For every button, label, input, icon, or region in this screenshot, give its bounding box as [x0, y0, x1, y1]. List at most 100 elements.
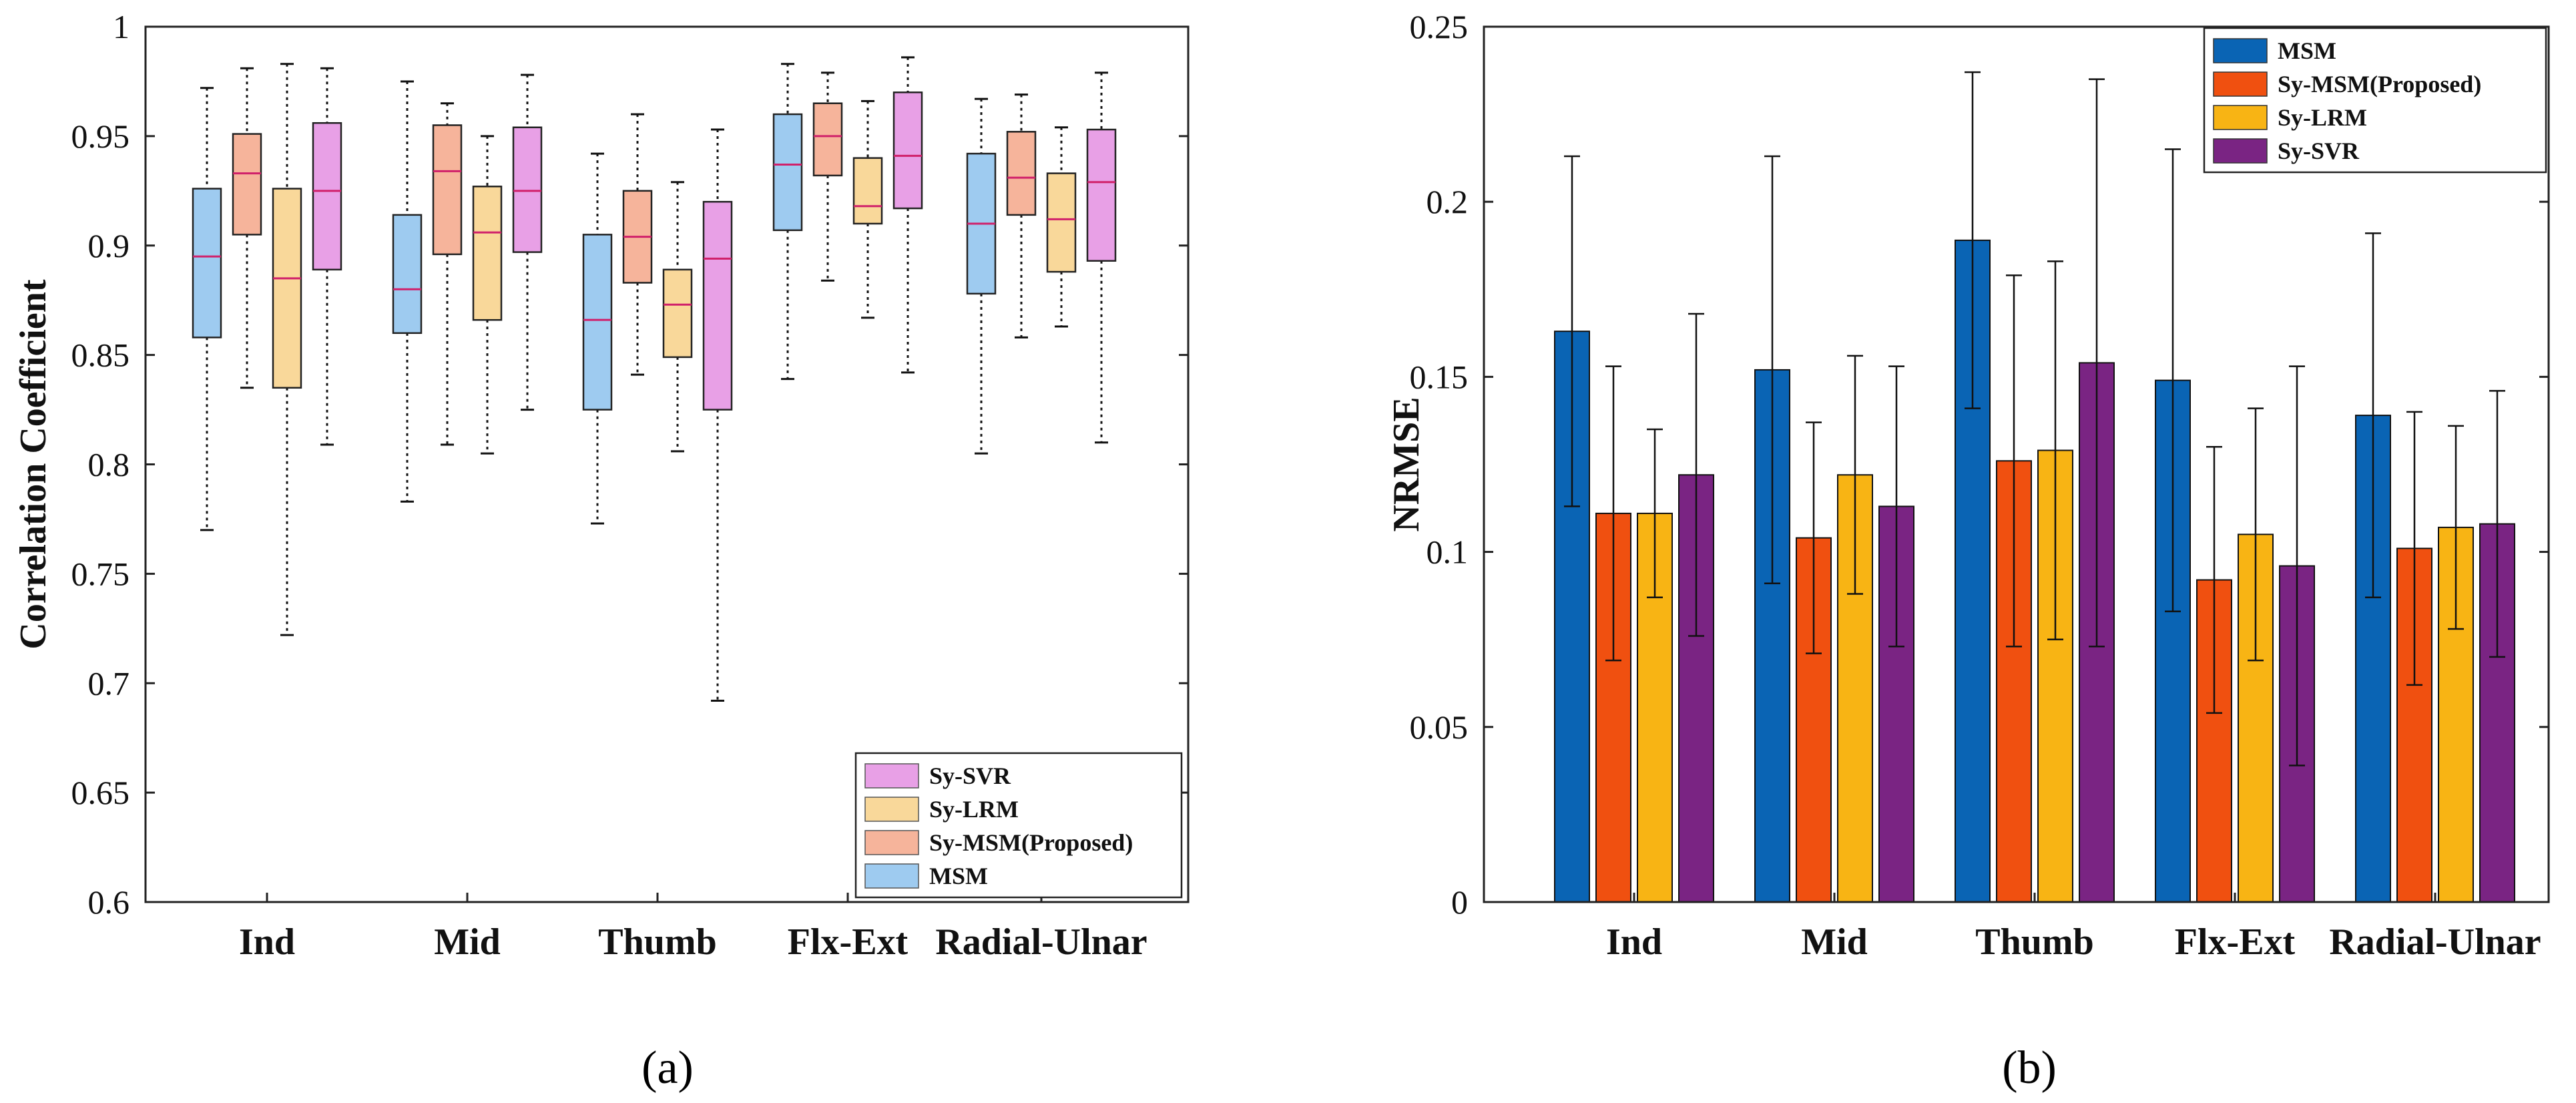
legend-swatch [864, 863, 919, 889]
bar-sy-lrm-radial-ulnar [2438, 425, 2474, 903]
bar-msm-ind [1554, 155, 1590, 903]
panel-a-legend-item-sy-lrm: Sy-LRM [864, 796, 1019, 823]
panel-a-y-axis-label: Correlation Coefficient [13, 279, 54, 649]
bar-msm-radial-ulnar [2355, 232, 2391, 903]
panel-b-x-tick-labels: Ind Mid Thumb Flx-Ext Radial-Ulnar [1606, 893, 2541, 963]
box-msm-ind [192, 87, 222, 531]
box-sy-svr-thumb [702, 128, 733, 702]
legend-label: Sy-SVR [929, 762, 1011, 789]
iqr-box [512, 126, 543, 253]
panel-b-x-tick-label-flx-ext: Flx-Ext [2175, 921, 2296, 963]
iqr-box [772, 113, 803, 232]
iqr-box [582, 234, 613, 411]
box-sy-lrm-radial-ulnar [1046, 126, 1077, 328]
bar-sy-lrm-thumb [2037, 260, 2073, 903]
bar-msm-thumb [1955, 71, 1991, 903]
box-sy-svr-ind [312, 67, 342, 446]
box-sy-msm-proposed-flx-ext [812, 71, 843, 282]
panel-a-y-tick-label: 0.65 [71, 774, 130, 811]
panel-a-y-tick-label: 0.75 [71, 555, 130, 592]
legend-label: Sy-MSM(Proposed) [929, 829, 1133, 856]
panel-a-x-tick-label-radial-ulnar: Radial-Ulnar [935, 921, 1147, 963]
box-sy-msm-proposed-radial-ulnar [1006, 93, 1037, 339]
iqr-box [432, 124, 463, 256]
panel-a-x-tick-label-mid: Mid [434, 921, 501, 963]
box-msm-radial-ulnar [966, 97, 997, 455]
panel-a-y-tick-label: 0.95 [71, 118, 130, 155]
iqr-box [232, 133, 262, 236]
panel-b-legend-item-sy-lrm: Sy-LRM [2213, 104, 2367, 131]
legend-swatch [864, 797, 919, 822]
legend-swatch [2213, 38, 2268, 63]
bar-sy-svr-mid [1878, 365, 1914, 903]
box-sy-msm-proposed-ind [232, 67, 262, 389]
bar-sy-svr-ind [1678, 312, 1714, 903]
legend-label: Sy-LRM [2278, 104, 2367, 131]
bar-sy-msm-proposed-mid [1796, 421, 1832, 903]
panel-b-x-tick-label-ind: Ind [1606, 921, 1662, 963]
box-sy-lrm-mid [472, 135, 503, 455]
panel-b-legend-item-sy-msm-proposed: Sy-MSM(Proposed) [2213, 71, 2481, 97]
panel-b-y-ticks: 0 0.05 0.1 0.15 0.2 0.25 [1410, 8, 2549, 921]
panel-b-x-tick-label-thumb: Thumb [1975, 921, 2093, 963]
panel-b-y-axis-label: NRMSE [1386, 397, 1427, 531]
panel-a-legend-item-sy-svr: Sy-SVR [864, 762, 1011, 789]
iqr-box [192, 188, 222, 339]
panel-a-x-tick-label-flx-ext: Flx-Ext [788, 921, 909, 963]
panel-a-boxes [192, 56, 1117, 702]
panel-a-y-tick-label: 0.6 [88, 883, 130, 921]
panel-b-y-tick-label: 0.25 [1410, 8, 1469, 45]
panel-b-bars [1554, 71, 2515, 903]
panel-a-x-tick-labels: Ind Mid Thumb Flx-Ext Radial-Ulnar [239, 893, 1147, 963]
panel-b-barchart: 0 0.05 0.1 0.15 0.2 0.25 Ind Mid Thumb Flx-Ext Ra… [1386, 8, 2550, 1094]
bar-sy-msm-proposed-radial-ulnar [2396, 411, 2432, 903]
panel-b-legend-item-msm: MSM [2213, 37, 2336, 64]
box-sy-svr-radial-ulnar [1086, 71, 1117, 444]
panel-a-y-tick-label: 0.85 [71, 337, 130, 374]
panel-b-y-tick-label: 0 [1451, 883, 1468, 921]
box-msm-mid [392, 80, 423, 503]
bar-sy-svr-thumb [2079, 78, 2115, 903]
box-sy-lrm-thumb [662, 181, 693, 453]
bar-msm-flx-ext [2155, 148, 2191, 903]
panel-b-plot-frame [1483, 25, 2550, 903]
panel-a-y-tick-label: 1 [113, 8, 130, 45]
box-sy-lrm-ind [272, 63, 302, 636]
panel-a-legend-item-sy-msm-proposed: Sy-MSM(Proposed) [864, 829, 1133, 856]
iqr-box [662, 268, 693, 359]
panel-b-y-tick-label: 0.1 [1427, 533, 1469, 571]
panel-b-y-tick-label: 0.05 [1410, 708, 1469, 746]
panel-a-y-ticks: 0.6 0.65 0.7 0.75 0.8 0.85 0.9 0.95 1 [71, 8, 1188, 921]
panel-b-y-tick-label: 0.2 [1427, 183, 1469, 220]
box-sy-svr-mid [512, 73, 543, 411]
bar-sy-svr-radial-ulnar [2479, 390, 2515, 903]
panel-a-y-tick-label: 0.9 [88, 227, 130, 264]
legend-label: Sy-MSM(Proposed) [2278, 71, 2481, 97]
panel-b-x-tick-label-radial-ulnar: Radial-Ulnar [2329, 921, 2541, 963]
box-sy-svr-flx-ext [892, 56, 923, 374]
bar-sy-lrm-mid [1837, 355, 1873, 903]
panel-a-y-tick-label: 0.8 [88, 446, 130, 483]
bar-sy-msm-proposed-thumb [1996, 274, 2032, 903]
iqr-box [852, 157, 883, 225]
panel-b-legend: MSM Sy-MSM(Proposed) Sy-LRM Sy-SVR [2203, 27, 2547, 174]
box-msm-thumb [582, 152, 613, 525]
iqr-box [702, 200, 733, 411]
iqr-box [312, 122, 342, 271]
iqr-box [472, 186, 503, 321]
panel-a-y-tick-label: 0.7 [88, 664, 130, 702]
iqr-box [812, 102, 843, 177]
iqr-box [892, 91, 923, 210]
legend-swatch [2213, 71, 2268, 97]
legend-swatch [864, 830, 919, 855]
panel-a-x-tick-label-thumb: Thumb [598, 921, 716, 963]
legend-label: Sy-SVR [2278, 138, 2360, 164]
iqr-box [1086, 128, 1117, 262]
bar-sy-lrm-ind [1637, 428, 1673, 903]
bar-sy-msm-proposed-ind [1595, 365, 1631, 903]
legend-label: Sy-LRM [929, 796, 1019, 823]
legend-label: MSM [2278, 37, 2336, 64]
legend-swatch [864, 763, 919, 789]
bar-msm-mid [1754, 155, 1790, 903]
